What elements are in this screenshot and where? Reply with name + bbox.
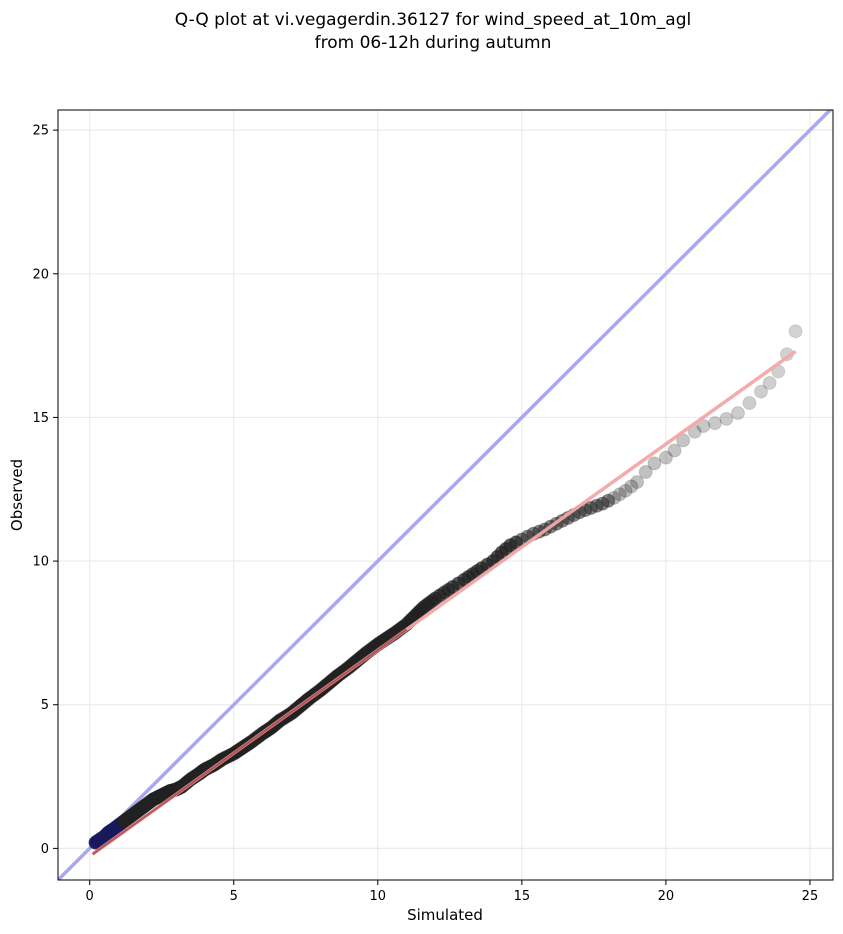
- y-tick-label: 15: [32, 411, 49, 426]
- data-point: [618, 483, 633, 498]
- y-tick-label: 5: [41, 698, 49, 713]
- data-point: [742, 396, 757, 411]
- data-point: [719, 411, 734, 426]
- x-tick-label: 10: [370, 889, 387, 904]
- chart-subtitle: from 06-12h during autumn: [315, 33, 552, 53]
- x-tick-label: 5: [230, 889, 238, 904]
- data-point: [696, 419, 711, 434]
- data-point: [624, 479, 639, 494]
- y-tick-label: 0: [41, 842, 49, 857]
- y-tick-label: 20: [32, 267, 49, 282]
- x-tick-label: 20: [658, 889, 675, 904]
- data-point: [707, 416, 722, 431]
- data-point: [647, 456, 662, 471]
- x-tick-label: 0: [86, 889, 94, 904]
- data-point: [658, 450, 673, 465]
- data-point: [607, 490, 622, 505]
- y-tick-label: 10: [32, 555, 49, 570]
- data-point: [601, 493, 616, 508]
- points-group: [88, 324, 803, 850]
- data-point: [638, 465, 653, 480]
- data-point: [612, 487, 627, 502]
- x-tick-label: 15: [514, 889, 531, 904]
- data-point: [667, 443, 682, 458]
- data-point: [788, 324, 803, 339]
- fit-line-overlay: [91, 628, 408, 856]
- x-tick-label: 25: [802, 889, 819, 904]
- y-axis-label: Observed: [8, 459, 26, 531]
- data-point: [762, 375, 777, 390]
- axis-ticks: 0 5 10 15 20 25 0 5 10 15 20 25: [32, 124, 818, 904]
- data-point: [753, 384, 768, 399]
- identity-line: [58, 110, 833, 880]
- data-point: [730, 406, 745, 421]
- plot-frame: [57, 109, 834, 881]
- data-point: [630, 475, 645, 490]
- chart-title: Q-Q plot at vi.vegagerdin.36127 for wind…: [175, 10, 691, 30]
- x-axis-label: Simulated: [407, 906, 483, 924]
- data-point: [676, 433, 691, 448]
- y-tick-label: 25: [32, 124, 49, 139]
